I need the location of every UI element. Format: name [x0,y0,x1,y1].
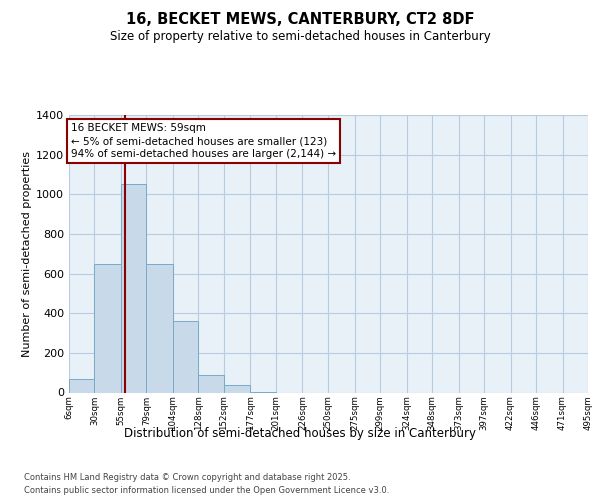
Bar [94,264,121,392]
Text: Size of property relative to semi-detached houses in Canterbury: Size of property relative to semi-detach… [110,30,490,43]
Y-axis label: Number of semi-detached properties: Number of semi-detached properties [22,151,32,357]
Text: 16 BECKET MEWS: 59sqm
← 5% of semi-detached houses are smaller (123)
94% of semi: 16 BECKET MEWS: 59sqm ← 5% of semi-detac… [71,123,336,160]
Text: Contains HM Land Registry data © Crown copyright and database right 2025.: Contains HM Land Registry data © Crown c… [24,472,350,482]
Text: Distribution of semi-detached houses by size in Canterbury: Distribution of semi-detached houses by … [124,428,476,440]
Bar [146,264,173,392]
Bar [69,378,94,392]
Bar [224,384,250,392]
Text: 16, BECKET MEWS, CANTERBURY, CT2 8DF: 16, BECKET MEWS, CANTERBURY, CT2 8DF [126,12,474,28]
Text: Contains public sector information licensed under the Open Government Licence v3: Contains public sector information licen… [24,486,389,495]
Bar [199,374,224,392]
Bar [121,184,146,392]
Bar [173,321,199,392]
